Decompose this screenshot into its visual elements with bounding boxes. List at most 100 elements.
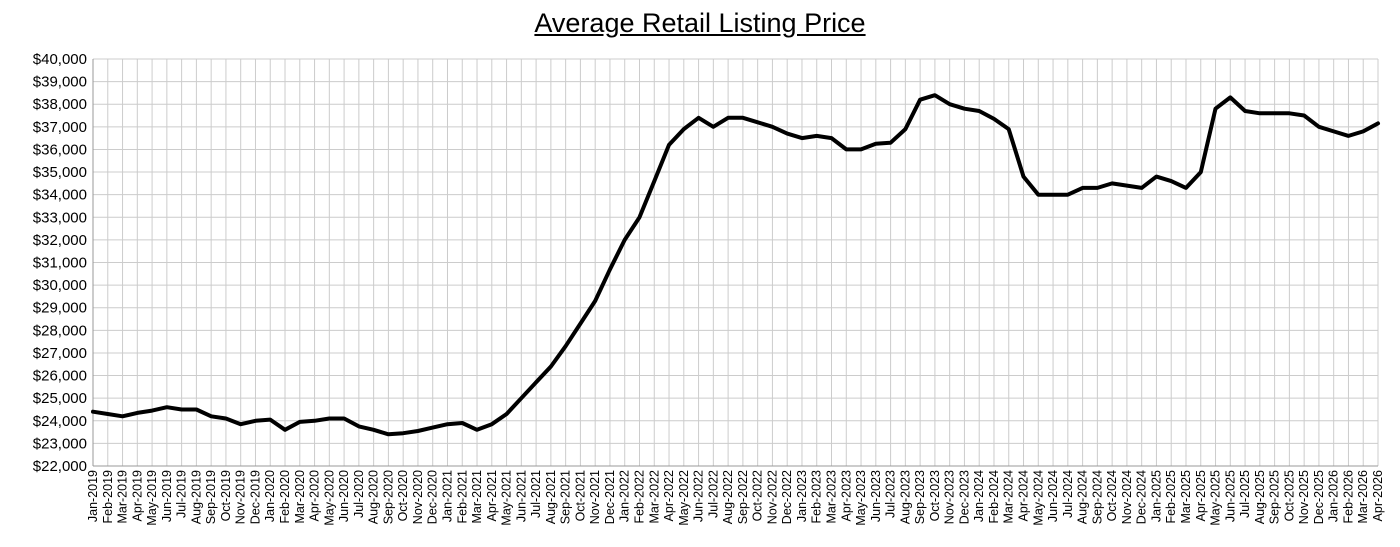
chart-title: Average Retail Listing Price bbox=[534, 8, 866, 38]
x-tick-label: Apr-2024 bbox=[1017, 470, 1031, 521]
x-tick-label: Jan-2024 bbox=[972, 470, 986, 522]
x-tick-label: Apr-2019 bbox=[130, 470, 144, 521]
x-tick-label: May-2020 bbox=[322, 470, 336, 526]
x-tick-label: Apr-2022 bbox=[662, 470, 676, 521]
x-tick-label: Dec-2022 bbox=[780, 470, 794, 524]
x-tick-label: Dec-2021 bbox=[603, 470, 617, 524]
x-tick-label: May-2024 bbox=[1031, 470, 1045, 526]
x-tick-label: Feb-2021 bbox=[455, 470, 469, 524]
y-tick-label: $32,000 bbox=[33, 232, 87, 249]
x-tick-label: Jul-2019 bbox=[175, 470, 189, 518]
x-tick-label: Jan-2023 bbox=[795, 470, 809, 522]
x-tick-label: Jan-2026 bbox=[1327, 470, 1341, 522]
y-tick-label: $39,000 bbox=[33, 74, 87, 91]
x-axis-tick-labels: Jan-2019 Feb-2019 Mar-2019 Apr-2019 May-2019… bbox=[86, 470, 1385, 526]
x-tick-label: Dec-2024 bbox=[1135, 470, 1149, 524]
x-tick-label: Dec-2019 bbox=[248, 470, 262, 524]
x-tick-label: Dec-2023 bbox=[957, 470, 971, 524]
x-tick-label: Jan-2020 bbox=[263, 470, 277, 522]
x-tick-label: Oct-2019 bbox=[219, 470, 233, 521]
y-tick-label: $22,000 bbox=[33, 458, 87, 475]
x-tick-label: Apr-2020 bbox=[308, 470, 322, 521]
x-tick-label: Aug-2022 bbox=[721, 470, 735, 524]
x-tick-label: Sep-2020 bbox=[381, 470, 395, 524]
grid bbox=[92, 58, 1379, 467]
x-tick-label: Dec-2020 bbox=[426, 470, 440, 524]
x-tick-label: Feb-2024 bbox=[987, 470, 1001, 524]
x-tick-label: Jan-2025 bbox=[1149, 470, 1163, 522]
x-tick-label: Jun-2022 bbox=[692, 470, 706, 522]
x-tick-label: Jun-2021 bbox=[514, 470, 528, 522]
x-tick-label: Jun-2023 bbox=[869, 470, 883, 522]
x-tick-label: Feb-2026 bbox=[1341, 470, 1355, 524]
x-tick-label: Jul-2023 bbox=[884, 470, 898, 518]
x-tick-label: Aug-2023 bbox=[898, 470, 912, 524]
x-tick-label: Mar-2026 bbox=[1356, 470, 1370, 524]
y-tick-label: $27,000 bbox=[33, 345, 87, 362]
x-tick-label: Jul-2025 bbox=[1238, 470, 1252, 518]
x-tick-label: Jun-2020 bbox=[337, 470, 351, 522]
x-tick-label: Sep-2023 bbox=[913, 470, 927, 524]
y-tick-label: $25,000 bbox=[33, 390, 87, 407]
x-tick-label: Mar-2025 bbox=[1179, 470, 1193, 524]
y-tick-label: $28,000 bbox=[33, 322, 87, 339]
series-line bbox=[91, 93, 1380, 437]
axes bbox=[92, 59, 1378, 467]
x-tick-label: Aug-2020 bbox=[367, 470, 381, 524]
y-tick-label: $24,000 bbox=[33, 413, 87, 430]
x-tick-label: Mar-2019 bbox=[116, 470, 130, 524]
x-tick-label: Feb-2020 bbox=[278, 470, 292, 524]
x-tick-label: Jun-2025 bbox=[1223, 470, 1237, 522]
x-tick-label: Feb-2022 bbox=[632, 470, 646, 524]
x-tick-label: Jun-2019 bbox=[160, 470, 174, 522]
x-tick-label: Mar-2024 bbox=[1002, 470, 1016, 524]
y-tick-label: $30,000 bbox=[33, 277, 87, 294]
y-tick-label: $35,000 bbox=[33, 164, 87, 181]
x-tick-label: Oct-2022 bbox=[751, 470, 765, 521]
y-tick-label: $33,000 bbox=[33, 209, 87, 226]
x-tick-label: Oct-2021 bbox=[573, 470, 587, 521]
x-tick-label: May-2021 bbox=[500, 470, 514, 526]
x-tick-label: Oct-2020 bbox=[396, 470, 410, 521]
y-tick-label: $36,000 bbox=[33, 141, 87, 158]
x-tick-label: Oct-2023 bbox=[928, 470, 942, 521]
x-tick-label: May-2019 bbox=[145, 470, 159, 526]
x-tick-label: Jun-2024 bbox=[1046, 470, 1060, 522]
x-tick-label: Aug-2019 bbox=[189, 470, 203, 524]
x-tick-label: Mar-2022 bbox=[647, 470, 661, 524]
x-tick-label: Nov-2020 bbox=[411, 470, 425, 524]
x-tick-label: Nov-2025 bbox=[1297, 470, 1311, 524]
series-layer bbox=[91, 93, 1380, 437]
x-tick-label: Mar-2023 bbox=[825, 470, 839, 524]
y-tick-label: $23,000 bbox=[33, 435, 87, 452]
x-tick-label: Apr-2026 bbox=[1371, 470, 1385, 521]
x-tick-label: Feb-2023 bbox=[810, 470, 824, 524]
y-tick-label: $40,000 bbox=[33, 51, 87, 68]
x-tick-label: Mar-2021 bbox=[470, 470, 484, 524]
x-tick-label: Jan-2022 bbox=[618, 470, 632, 522]
x-tick-label: Oct-2024 bbox=[1105, 470, 1119, 521]
y-axis-tick-labels: $22,000 $23,000 $24,000 $25,000 $26,000 $27,0… bbox=[33, 51, 87, 475]
x-tick-label: Feb-2025 bbox=[1164, 470, 1178, 524]
x-tick-label: Jul-2020 bbox=[352, 470, 366, 518]
x-tick-label: May-2022 bbox=[677, 470, 691, 526]
x-tick-label: Aug-2021 bbox=[544, 470, 558, 524]
x-tick-label: Dec-2025 bbox=[1312, 470, 1326, 524]
x-tick-label: Jul-2022 bbox=[706, 470, 720, 518]
x-tick-label: Jan-2021 bbox=[440, 470, 454, 522]
x-tick-label: Sep-2021 bbox=[559, 470, 573, 524]
x-tick-label: Jan-2019 bbox=[86, 470, 100, 522]
x-tick-label: Sep-2019 bbox=[204, 470, 218, 524]
x-tick-label: Sep-2025 bbox=[1268, 470, 1282, 524]
x-tick-label: Apr-2023 bbox=[839, 470, 853, 521]
x-tick-label: May-2023 bbox=[854, 470, 868, 526]
x-tick-label: Nov-2023 bbox=[943, 470, 957, 524]
x-tick-label: Aug-2024 bbox=[1076, 470, 1090, 524]
x-tick-label: Nov-2022 bbox=[765, 470, 779, 524]
x-tick-label: Aug-2025 bbox=[1253, 470, 1267, 524]
x-tick-label: Jul-2021 bbox=[529, 470, 543, 518]
y-tick-label: $34,000 bbox=[33, 187, 87, 204]
x-tick-label: Sep-2024 bbox=[1090, 470, 1104, 524]
y-tick-label: $37,000 bbox=[33, 119, 87, 136]
